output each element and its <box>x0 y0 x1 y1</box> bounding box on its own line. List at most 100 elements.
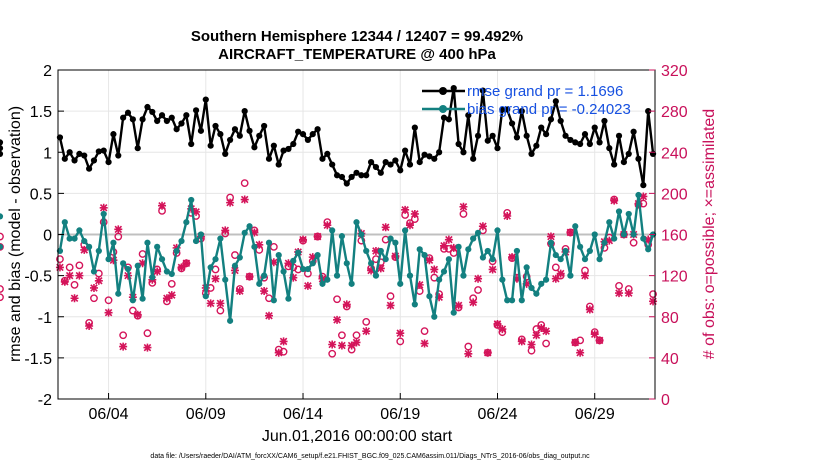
bias-point <box>586 247 593 255</box>
chart-title: Southern Hemisphere 12344 / 12407 = 99.4… <box>191 28 523 45</box>
obs-assimilated-point <box>284 259 293 268</box>
obs-assimilated-point <box>333 315 342 324</box>
rmse-point <box>640 182 647 189</box>
bias-point <box>144 239 151 246</box>
rmse-point <box>635 155 642 162</box>
obs-possible-point <box>104 296 113 305</box>
rmse-point <box>222 150 229 157</box>
rmse-point <box>543 131 550 138</box>
bias-point <box>81 237 88 245</box>
rmse-point <box>343 180 350 187</box>
legend-rmse-label: rmse grand pr = 1.1696 <box>467 83 623 100</box>
obs-assimilated-point <box>85 322 94 331</box>
bias-point <box>484 247 491 255</box>
obs-assimilated-point <box>313 232 322 241</box>
obs-assimilated-point <box>352 338 361 347</box>
bias-point <box>246 223 253 230</box>
rmse-point <box>611 161 618 168</box>
bias-point <box>581 256 589 263</box>
bias-point <box>0 243 4 250</box>
rmse-point <box>363 172 370 179</box>
rmse-point <box>100 147 107 154</box>
obs-assimilated-point <box>347 341 356 350</box>
bias-point <box>460 272 467 279</box>
bias-point <box>338 233 346 240</box>
bias-point <box>265 239 273 246</box>
obs-assimilated-point <box>323 221 332 230</box>
obs-possible-point <box>269 242 278 251</box>
rmse-point <box>81 152 88 159</box>
rmse-point <box>581 131 589 138</box>
bias-point <box>149 274 156 281</box>
bias-point <box>105 256 112 263</box>
bias-point <box>86 243 93 250</box>
obs-assimilated-point <box>89 283 98 292</box>
rmse-point <box>149 108 156 116</box>
obs-assimilated-point <box>605 236 614 245</box>
rmse-point <box>256 132 263 139</box>
obs-assimilated-point <box>478 222 487 231</box>
obs-possible-point <box>119 331 128 340</box>
bias-point <box>358 231 365 238</box>
rmse-point <box>591 124 598 131</box>
bias-point <box>76 227 83 234</box>
rmse-point <box>504 106 511 113</box>
obs-assimilated-point <box>269 258 278 267</box>
bias-point <box>397 280 404 287</box>
obs-possible-point <box>216 306 225 315</box>
bias-point <box>377 247 384 255</box>
rmse-point <box>596 139 603 146</box>
obs-assimilated-point <box>522 279 531 288</box>
rmse-point <box>577 140 584 148</box>
bias-point <box>100 210 107 218</box>
obs-possible-point <box>396 337 405 346</box>
rmse-point <box>265 155 273 162</box>
obs-assimilated-point <box>590 330 599 339</box>
obs-assimilated-point <box>162 294 171 303</box>
obs-assimilated-point <box>240 195 249 204</box>
obs-possible-point <box>333 295 341 304</box>
rmse-point <box>416 159 423 166</box>
rmse-point <box>387 161 394 168</box>
bias-point <box>625 210 632 218</box>
y-tick-label: 2 <box>43 63 52 80</box>
obs-possible-point <box>90 294 98 303</box>
data-file-footnote: data file: /Users/raeder/DAI/ATM_forcXX/… <box>150 453 590 460</box>
obs-assimilated-point <box>104 308 113 317</box>
x-tick-label: 06/09 <box>186 406 226 423</box>
rmse-point <box>615 132 623 139</box>
bias-point <box>421 251 428 259</box>
bias-point <box>333 272 341 279</box>
obs-assimilated-point <box>546 232 555 241</box>
obs-assimilated-point <box>517 337 526 346</box>
bias-point <box>319 280 326 287</box>
bias-point <box>518 297 525 304</box>
obs-assimilated-point <box>508 253 517 262</box>
obs-assimilated-point <box>454 301 463 310</box>
obs-assimilated-point <box>138 259 147 268</box>
bias-point <box>572 223 579 230</box>
rmse-point <box>66 149 73 156</box>
bias-point <box>567 272 574 279</box>
bias-point <box>256 280 263 287</box>
rmse-point <box>275 161 282 168</box>
rmse-point <box>552 98 559 105</box>
bias-series <box>0 191 657 324</box>
rmse-point <box>358 172 365 179</box>
rmse-series <box>0 84 657 189</box>
obs-assimilated-point <box>221 226 230 235</box>
y-tick-label: -1.5 <box>24 351 52 368</box>
bias-point <box>251 243 258 250</box>
rmse-point <box>0 145 4 152</box>
obs-assimilated-point <box>580 271 589 280</box>
rmse-point <box>528 150 535 157</box>
right-tick-label: 320 <box>661 63 688 80</box>
bias-point <box>61 219 68 226</box>
bias-point <box>640 235 647 242</box>
rmse-point <box>207 142 214 149</box>
rmse-point <box>489 132 496 139</box>
rmse-point <box>95 148 102 155</box>
rmse-point <box>538 124 545 131</box>
obs-assimilated-point <box>610 196 619 205</box>
bias-point <box>620 231 627 238</box>
